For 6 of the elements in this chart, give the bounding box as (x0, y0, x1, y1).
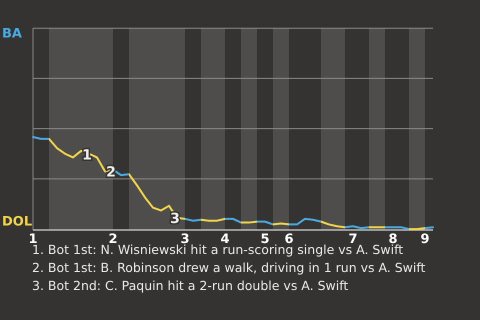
text: DOL (2, 214, 32, 230)
text: 2. Bot 1st: B. Robinson drew a walk, driving in 1 run vs A. Swift (32, 260, 426, 275)
text: 3. Bot 2nd: C. Paquin hit a 2-run double vs A. Swift (32, 278, 348, 293)
x-tick-label: 9 (420, 232, 430, 247)
text: BA (2, 26, 22, 42)
annotation: 3 (170, 210, 180, 227)
